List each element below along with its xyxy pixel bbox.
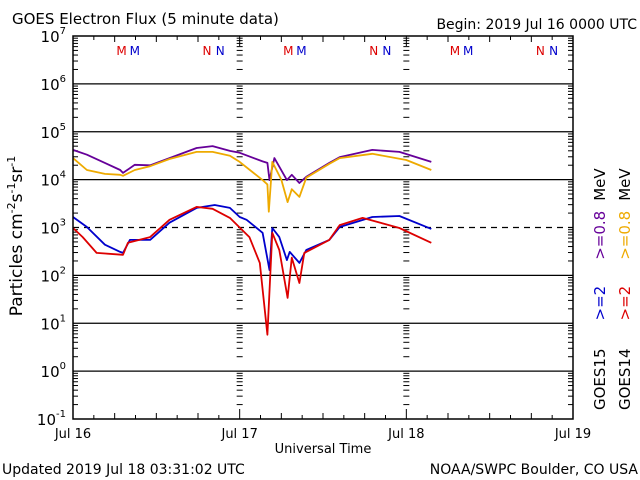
credit: NOAA/SWPC Boulder, CO USA bbox=[430, 462, 639, 478]
marker-label: N bbox=[203, 44, 212, 58]
marker-label: N bbox=[382, 44, 391, 58]
marker-label: M bbox=[296, 44, 306, 58]
marker-label: M bbox=[463, 44, 473, 58]
chart-title: GOES Electron Flux (5 minute data) bbox=[12, 10, 279, 28]
updated-time: Updated 2019 Jul 18 03:31:02 UTC bbox=[2, 462, 245, 478]
y-tick-label: 100 bbox=[41, 361, 66, 381]
marker-label: N bbox=[536, 44, 545, 58]
y-tick-label: 104 bbox=[41, 170, 66, 190]
y-tick-label: 10-1 bbox=[37, 409, 66, 429]
legend-entry: GOES15 >=2 >=0.8 MeV bbox=[591, 168, 609, 410]
y-tick-label: 107 bbox=[41, 26, 66, 46]
plot-frame bbox=[72, 35, 574, 420]
y-tick-label: 103 bbox=[41, 218, 66, 238]
marker-label: M bbox=[450, 44, 460, 58]
series-line-0 bbox=[72, 145, 432, 184]
legend-satellite: GOES14 bbox=[616, 348, 634, 410]
y-tick-base: 10 bbox=[41, 28, 60, 46]
legend-energy-high: >=2 bbox=[616, 286, 634, 321]
marker-label: M bbox=[130, 44, 140, 58]
y-tick-exponent: 3 bbox=[60, 218, 66, 229]
plot-grid bbox=[73, 36, 573, 419]
marker-label: M bbox=[283, 44, 293, 58]
y-tick-exponent: -1 bbox=[56, 409, 66, 420]
y-tick-label: 106 bbox=[41, 74, 66, 94]
legend-energy-high: >=2 bbox=[591, 286, 609, 321]
y-tick-exponent: 0 bbox=[60, 361, 66, 372]
legend-satellite: GOES15 bbox=[591, 348, 609, 410]
y-tick-label: 101 bbox=[41, 313, 66, 333]
y-tick-exponent: 7 bbox=[60, 26, 66, 37]
legend-unit: MeV bbox=[591, 168, 609, 201]
marker-label: N bbox=[549, 44, 558, 58]
y-tick-base: 10 bbox=[41, 315, 60, 333]
y-tick-base: 10 bbox=[41, 220, 60, 238]
y-axis-label: Particles cm-2s-1sr-1 bbox=[5, 156, 27, 317]
y-tick-exponent: 2 bbox=[60, 265, 66, 276]
y-tick-base: 10 bbox=[41, 172, 60, 190]
y-tick-base: 10 bbox=[41, 124, 60, 142]
marker-label: M bbox=[116, 44, 126, 58]
y-tick-base: 10 bbox=[41, 363, 60, 381]
marker-label: N bbox=[216, 44, 225, 58]
x-tick-label: Jul 19 bbox=[554, 427, 591, 442]
y-tick-exponent: 5 bbox=[60, 122, 66, 133]
y-tick-base: 10 bbox=[37, 411, 56, 429]
legend-unit: MeV bbox=[616, 168, 634, 201]
y-tick-label: 105 bbox=[41, 122, 66, 142]
marker-label: N bbox=[369, 44, 378, 58]
begin-time: Begin: 2019 Jul 16 0000 UTC bbox=[436, 17, 637, 33]
x-tick-label: Jul 16 bbox=[54, 427, 91, 442]
x-axis-label: Universal Time bbox=[275, 442, 372, 457]
legend-energy-low: >=0.8 bbox=[616, 211, 634, 260]
x-tick-labels: Jul 16 Jul 17 Jul 18 Jul 19 bbox=[54, 427, 591, 442]
y-tick-exponent: 6 bbox=[60, 74, 66, 85]
y-tick-label: 102 bbox=[41, 265, 66, 285]
legend-energy-low: >=0.8 bbox=[591, 211, 609, 260]
series-line-1 bbox=[72, 150, 432, 213]
series-line-2 bbox=[72, 204, 432, 272]
series-group bbox=[72, 145, 432, 336]
y-tick-exponent: 4 bbox=[60, 170, 66, 181]
legend-entry: GOES14 >=2 >=0.8 MeV bbox=[616, 168, 634, 410]
series-line-3 bbox=[72, 205, 432, 336]
legend: GOES15 >=2 >=0.8 MeV GOES14 >=2 >=0.8 MeV bbox=[591, 168, 634, 410]
y-tick-exponent: 1 bbox=[60, 313, 66, 324]
x-tick-label: Jul 18 bbox=[387, 427, 424, 442]
y-tick-base: 10 bbox=[41, 76, 60, 94]
x-tick-label: Jul 17 bbox=[220, 427, 257, 442]
y-tick-base: 10 bbox=[41, 267, 60, 285]
